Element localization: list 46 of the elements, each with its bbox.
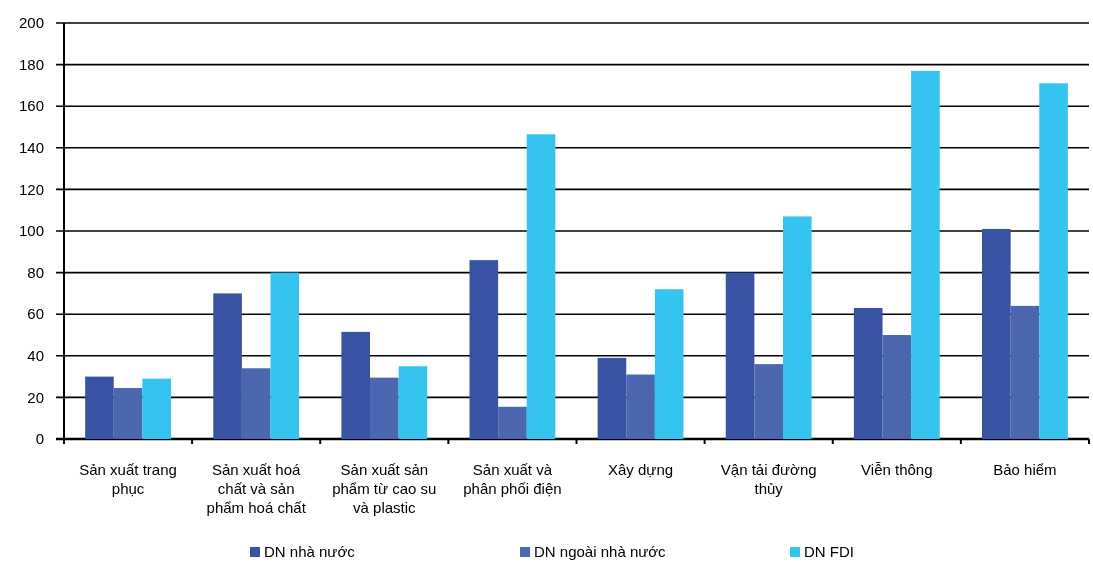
bar bbox=[85, 376, 114, 439]
bar bbox=[626, 374, 655, 439]
bar bbox=[498, 406, 527, 439]
y-tick-label: 200 bbox=[18, 14, 44, 32]
bar bbox=[341, 331, 371, 439]
bar bbox=[526, 134, 556, 439]
bar bbox=[853, 307, 883, 439]
bar bbox=[911, 70, 940, 439]
bar bbox=[113, 388, 143, 439]
x-tick-label: Sản xuất hoá chất và sản phẩm hoá chất bbox=[206, 461, 307, 516]
legend-label: DN FDI bbox=[804, 543, 854, 560]
x-tick-label: Sản xuất trang phục bbox=[79, 461, 177, 497]
bar bbox=[213, 293, 242, 439]
x-tick-label: Sản xuất và phân phối điện bbox=[463, 461, 562, 497]
bar bbox=[1010, 305, 1040, 439]
bar bbox=[142, 378, 171, 439]
x-tick-label: Bảo hiểm bbox=[993, 461, 1057, 478]
legend-label: DN nhà nước bbox=[264, 543, 356, 560]
bar bbox=[469, 260, 499, 439]
x-tick-label: Vận tải đường thủy bbox=[720, 461, 817, 497]
bar bbox=[597, 357, 627, 439]
legend-label: DN ngoài nhà nước bbox=[534, 543, 667, 560]
y-tick-label: 160 bbox=[18, 97, 44, 115]
bar bbox=[270, 272, 300, 439]
y-tick-label: 0 bbox=[35, 430, 44, 448]
bar bbox=[725, 272, 755, 439]
bar bbox=[370, 377, 399, 439]
bar bbox=[783, 216, 812, 439]
bar bbox=[398, 366, 428, 439]
bar bbox=[982, 228, 1011, 439]
y-tick-label: 80 bbox=[27, 263, 44, 281]
y-tick-label: 120 bbox=[18, 180, 44, 198]
bar bbox=[754, 364, 783, 439]
y-tick-label: 60 bbox=[27, 305, 44, 323]
y-tick-label: 140 bbox=[18, 139, 44, 157]
y-tick-label: 20 bbox=[27, 388, 44, 406]
x-tick-label: Sản xuất sản phẩm từ cao su và plastic bbox=[332, 461, 437, 516]
bar bbox=[241, 368, 271, 439]
x-tick-label: Viễn thông bbox=[861, 461, 933, 478]
bar bbox=[1039, 83, 1068, 439]
bar bbox=[654, 289, 684, 439]
y-tick-label: 180 bbox=[18, 55, 44, 73]
bar bbox=[882, 335, 912, 439]
x-tick-label: Xây dựng bbox=[608, 461, 674, 478]
y-tick-label: 40 bbox=[27, 347, 44, 365]
y-tick-label: 100 bbox=[18, 222, 44, 240]
